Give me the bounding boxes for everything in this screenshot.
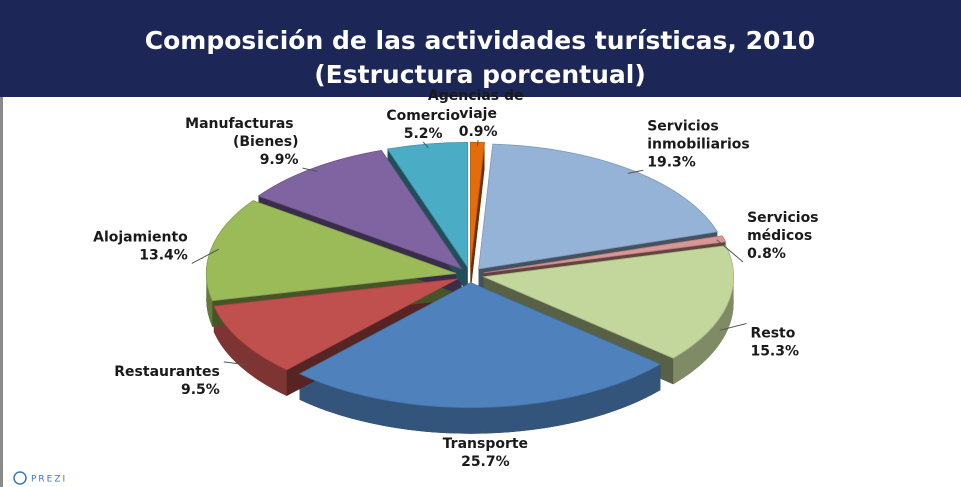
category-label: Comercio	[386, 108, 460, 124]
value-label: 15.3%	[750, 344, 799, 360]
value-label: 0.9%	[459, 124, 498, 140]
leader-line	[191, 248, 219, 264]
category-label: Restaurantes	[114, 364, 220, 380]
value-label: 19.3%	[647, 154, 696, 170]
slice-outer-wall	[673, 276, 734, 385]
value-label: 25.7%	[461, 454, 510, 470]
slice	[482, 245, 735, 359]
leader-line	[483, 429, 486, 434]
slice	[257, 149, 463, 270]
slice	[478, 143, 718, 270]
leader-line	[223, 361, 248, 366]
category-label: Servicios médicos	[747, 210, 823, 244]
slice-outer-wall	[206, 273, 213, 327]
logo-text: PREZI	[31, 475, 67, 485]
slice	[205, 200, 457, 302]
category-label: Transporte	[443, 436, 528, 452]
value-label: 0.8%	[747, 246, 786, 262]
slice-inner-wall	[470, 142, 485, 294]
category-label: Manufacturas (Bienes)	[185, 116, 298, 150]
value-label: 9.9%	[260, 152, 299, 168]
leader-line	[422, 141, 429, 149]
leader-line	[627, 169, 644, 174]
value-label: 9.5%	[181, 382, 220, 398]
value-label: 13.4%	[139, 247, 188, 263]
left-border	[0, 97, 3, 487]
slice	[298, 282, 662, 409]
chart-title: Composición de las actividades turística…	[145, 26, 815, 55]
header-band	[0, 0, 961, 97]
leader-line	[476, 139, 479, 147]
slice-outer-wall	[299, 364, 661, 434]
slice-outer-wall	[213, 306, 287, 396]
logo-icon	[13, 471, 27, 485]
category-label: Agencias de viaje	[428, 88, 528, 122]
leader-line	[719, 323, 747, 331]
category-label: Alojamiento	[93, 229, 188, 245]
chart-subtitle: (Estructura porcentual)	[314, 60, 646, 89]
category-label: Resto	[750, 326, 795, 342]
leader-line	[302, 167, 318, 172]
leader-line	[716, 239, 744, 263]
slice	[213, 278, 459, 371]
category-label: Servicios inmobiliarios	[647, 118, 750, 152]
slice	[483, 235, 727, 274]
value-label: 5.2%	[404, 126, 443, 142]
slice	[386, 142, 469, 269]
